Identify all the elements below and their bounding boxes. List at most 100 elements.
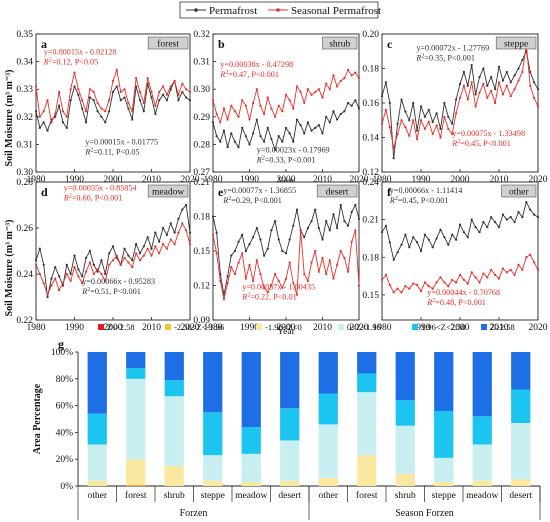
data-point — [252, 236, 255, 239]
regression-equation: y=0.00066x - 1.11414 — [390, 186, 463, 195]
data-point — [281, 286, 284, 289]
data-point — [88, 96, 91, 99]
data-point — [328, 121, 331, 124]
bar-category-label: other — [87, 491, 107, 501]
data-point — [100, 272, 103, 276]
panel-c: 0.12 0.14 0.16 0.18 0.20 1980 1990 2000 2010 2020… — [362, 30, 547, 185]
data-point — [273, 115, 277, 118]
data-point — [306, 88, 309, 91]
bar-group-label: Season Forzen — [395, 508, 454, 519]
regression-stats: R2=0.22, P<0.01 — [241, 293, 297, 302]
data-point — [277, 238, 280, 241]
data-point — [142, 101, 145, 105]
data-point — [108, 252, 111, 255]
category-box — [147, 184, 189, 198]
data-point — [241, 99, 244, 102]
data-point — [339, 112, 342, 116]
data-point — [505, 84, 508, 87]
data-point — [96, 268, 99, 271]
x-tick-label: 2000 — [277, 175, 296, 185]
bar-segment — [241, 453, 261, 482]
y-tick-label: 0.35 — [16, 30, 33, 40]
x-tick-label: 1990 — [65, 323, 84, 333]
data-point — [354, 229, 357, 232]
data-point — [127, 101, 130, 105]
data-point — [46, 129, 49, 132]
data-point — [474, 105, 477, 108]
data-point — [169, 222, 172, 225]
data-point — [380, 95, 384, 98]
data-point — [77, 275, 80, 278]
data-point — [244, 277, 247, 280]
data-point — [462, 84, 465, 87]
x-tick-label: 2000 — [277, 323, 296, 333]
data-point — [46, 295, 49, 299]
bar-y-tick-label: 80% — [56, 375, 74, 385]
data-point — [111, 259, 115, 262]
data-point — [100, 107, 103, 110]
data-point — [255, 118, 258, 121]
data-point — [42, 263, 45, 266]
bar-segment — [357, 455, 377, 486]
data-point — [357, 217, 361, 220]
data-point — [505, 271, 508, 274]
data-point — [138, 99, 142, 102]
data-point — [494, 273, 497, 276]
category-box — [322, 36, 358, 50]
data-point — [42, 121, 45, 124]
data-point — [58, 104, 61, 107]
data-point — [400, 98, 403, 101]
data-point — [222, 298, 226, 301]
data-point — [288, 238, 291, 241]
bar-segment — [472, 480, 492, 486]
data-point — [513, 273, 516, 276]
data-point — [84, 270, 88, 273]
y-tick-label: 0.22 — [16, 316, 33, 326]
bar-segment — [318, 352, 338, 394]
bar-segment — [511, 389, 531, 424]
bar-y-tick-label: 60% — [56, 402, 74, 412]
data-point — [419, 249, 423, 253]
regression-stats: R2=0.45, P<0.001 — [389, 196, 449, 205]
data-point — [447, 127, 450, 130]
data-point — [104, 121, 107, 124]
data-point — [343, 220, 346, 223]
x-tick-label: 1980 — [373, 323, 392, 333]
data-point — [266, 291, 269, 294]
bar-segment — [318, 393, 338, 425]
data-point — [222, 107, 226, 110]
data-point — [501, 79, 504, 82]
data-point — [325, 272, 328, 276]
data-point — [478, 91, 481, 94]
regression-stats: R2=0.35, P<0.001 — [415, 54, 475, 63]
data-point — [248, 263, 251, 266]
data-point — [447, 243, 450, 246]
data-point — [266, 247, 269, 250]
data-point — [339, 203, 342, 207]
data-point — [310, 261, 313, 264]
data-point — [108, 110, 111, 113]
data-point — [161, 85, 165, 88]
data-point — [284, 93, 288, 96]
data-point — [169, 85, 172, 88]
stacked-bar-panel: g Area Percentage Z≤-2.58 -2.58<Z<-1.96 -1.9… — [32, 322, 541, 520]
data-point — [65, 263, 68, 266]
data-point — [188, 90, 192, 94]
data-point — [490, 76, 493, 79]
data-point — [416, 241, 419, 244]
y-tick-label: 0.34 — [16, 58, 33, 68]
data-point — [357, 107, 361, 110]
data-point — [165, 99, 168, 102]
data-point — [46, 293, 49, 296]
x-tick-label: 2020 — [181, 175, 200, 185]
data-point — [92, 90, 95, 94]
data-point — [284, 126, 288, 129]
data-point — [165, 233, 168, 236]
data-point — [328, 88, 331, 91]
ylabel-row1: Soil Moisture (m³ m⁻³) — [4, 70, 15, 167]
bar-segment — [126, 368, 146, 379]
data-point — [292, 282, 295, 285]
data-point — [314, 126, 317, 129]
data-point — [314, 249, 317, 253]
data-point — [84, 121, 88, 124]
